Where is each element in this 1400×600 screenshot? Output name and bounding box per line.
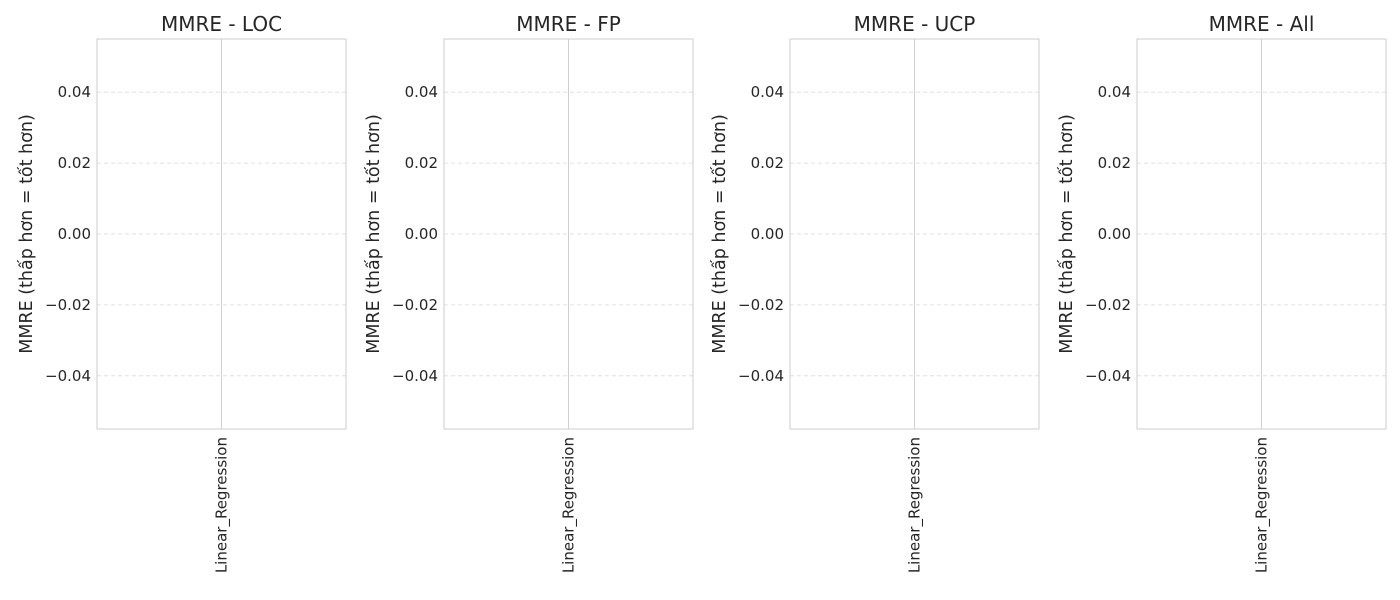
y-tick-label: −0.04	[738, 367, 784, 385]
y-tick-label: 0.00	[405, 225, 438, 243]
chart-panel-4: 0.04 0.02 0.00 −0.02 −0.04 Linear_Regression M…	[1056, 12, 1387, 573]
y-tick-label: 0.02	[58, 154, 91, 172]
x-tick-label: Linear_Regression	[560, 437, 579, 573]
y-tick-label: −0.04	[45, 367, 91, 385]
y-tick-label: −0.02	[738, 296, 784, 314]
y-axis-label: MMRE (thấp hơn = tốt hơn)	[709, 114, 730, 354]
y-tick-label: 0.04	[58, 83, 91, 101]
x-tick-label: Linear_Regression	[906, 437, 925, 573]
chart-panel-2: 0.04 0.02 0.00 −0.02 −0.04 Linear_Regression M…	[363, 12, 694, 573]
y-tick-label: −0.04	[1085, 367, 1131, 385]
chart-title: MMRE - LOC	[161, 12, 282, 36]
plot-frame	[96, 38, 347, 430]
y-tick-label: 0.04	[1098, 83, 1131, 101]
chart-title: MMRE - All	[1209, 12, 1315, 36]
y-tick-label: 0.02	[751, 154, 784, 172]
y-tick-label: 0.02	[1098, 154, 1131, 172]
chart-panel-1: 0.04 0.02 0.00 −0.02 −0.04 Linear_Regression M…	[16, 12, 347, 573]
y-axis-label: MMRE (thấp hơn = tốt hơn)	[363, 114, 384, 354]
y-tick-label: 0.00	[1098, 225, 1131, 243]
y-tick-label: 0.00	[751, 225, 784, 243]
y-tick-label: 0.00	[58, 225, 91, 243]
plot-frame	[1136, 38, 1387, 430]
y-tick-label: 0.04	[751, 83, 784, 101]
chart-title: MMRE - UCP	[854, 12, 976, 36]
plot-frame	[443, 38, 694, 430]
y-tick-label: 0.04	[405, 83, 438, 101]
x-tick-label: Linear_Regression	[213, 437, 232, 573]
x-tick-label: Linear_Regression	[1253, 437, 1272, 573]
y-axis-label: MMRE (thấp hơn = tốt hơn)	[1056, 114, 1077, 354]
plot-frame	[789, 38, 1040, 430]
chart-panel-3: 0.04 0.02 0.00 −0.02 −0.04 Linear_Regression M…	[709, 12, 1040, 573]
y-tick-label: −0.02	[45, 296, 91, 314]
y-tick-label: −0.02	[392, 296, 438, 314]
y-tick-label: 0.02	[405, 154, 438, 172]
y-tick-label: −0.04	[392, 367, 438, 385]
y-tick-label: −0.02	[1085, 296, 1131, 314]
chart-title: MMRE - FP	[516, 12, 621, 36]
y-axis-label: MMRE (thấp hơn = tốt hơn)	[16, 114, 37, 354]
